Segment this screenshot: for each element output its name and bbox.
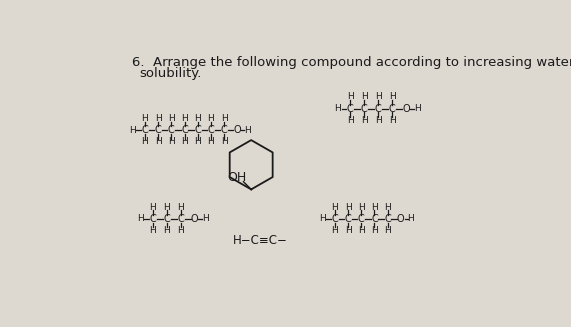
Text: H: H xyxy=(358,203,365,212)
Text: H: H xyxy=(332,203,338,212)
Text: H: H xyxy=(244,126,251,135)
Text: H: H xyxy=(137,214,144,223)
Text: OH: OH xyxy=(228,171,247,183)
Text: 6.  Arrange the following compound according to increasing water: 6. Arrange the following compound accord… xyxy=(132,56,571,69)
Text: H: H xyxy=(220,137,227,146)
Text: H: H xyxy=(361,93,368,101)
Text: C: C xyxy=(194,125,201,135)
Text: C: C xyxy=(155,125,162,135)
Text: H: H xyxy=(194,114,201,123)
Text: H: H xyxy=(408,214,414,223)
Text: C: C xyxy=(375,104,381,113)
Text: H: H xyxy=(163,203,170,212)
Text: H: H xyxy=(220,114,227,123)
Text: C: C xyxy=(345,214,351,224)
Text: H: H xyxy=(347,115,354,125)
Text: C: C xyxy=(389,104,396,113)
Text: H: H xyxy=(375,93,381,101)
Text: H: H xyxy=(155,137,162,146)
Text: H: H xyxy=(347,93,354,101)
Text: H: H xyxy=(150,226,156,235)
Text: C: C xyxy=(220,125,227,135)
Text: H: H xyxy=(181,137,188,146)
Text: H: H xyxy=(168,114,175,123)
Text: solubility.: solubility. xyxy=(139,67,202,80)
Text: C: C xyxy=(361,104,368,113)
Text: H: H xyxy=(207,114,214,123)
Text: H: H xyxy=(345,226,351,235)
Text: H: H xyxy=(389,93,396,101)
Text: H: H xyxy=(335,104,341,113)
Text: H: H xyxy=(384,203,391,212)
Text: H: H xyxy=(177,226,184,235)
Text: H: H xyxy=(384,226,391,235)
Text: H: H xyxy=(142,114,148,123)
Text: C: C xyxy=(347,104,354,113)
Text: H: H xyxy=(319,214,326,223)
Text: C: C xyxy=(181,125,188,135)
Text: C: C xyxy=(207,125,214,135)
Text: H: H xyxy=(142,137,148,146)
Text: H: H xyxy=(150,203,156,212)
Text: C: C xyxy=(150,214,156,224)
Text: C: C xyxy=(177,214,184,224)
Text: H: H xyxy=(207,137,214,146)
Text: H: H xyxy=(168,137,175,146)
Text: H: H xyxy=(181,114,188,123)
Text: C: C xyxy=(142,125,148,135)
Text: O: O xyxy=(234,125,241,135)
Text: H: H xyxy=(361,115,368,125)
Text: C: C xyxy=(358,214,365,224)
Text: H: H xyxy=(155,114,162,123)
Text: C: C xyxy=(168,125,175,135)
Text: H: H xyxy=(129,126,136,135)
Text: C: C xyxy=(163,214,170,224)
Text: C: C xyxy=(332,214,338,224)
Text: H: H xyxy=(371,226,378,235)
Text: H: H xyxy=(413,104,420,113)
Text: O: O xyxy=(397,214,405,224)
Text: C: C xyxy=(371,214,378,224)
Text: H: H xyxy=(332,226,338,235)
Text: H: H xyxy=(375,115,381,125)
Text: H: H xyxy=(371,203,378,212)
Text: O: O xyxy=(403,104,410,113)
Text: H: H xyxy=(389,115,396,125)
Text: H: H xyxy=(345,203,351,212)
Text: H: H xyxy=(163,226,170,235)
Text: H: H xyxy=(358,226,365,235)
Text: C: C xyxy=(384,214,391,224)
Text: H: H xyxy=(202,214,209,223)
Text: H: H xyxy=(177,203,184,212)
Text: H: H xyxy=(194,137,201,146)
Text: H−C≡C−: H−C≡C− xyxy=(232,234,287,248)
Text: O: O xyxy=(191,214,198,224)
